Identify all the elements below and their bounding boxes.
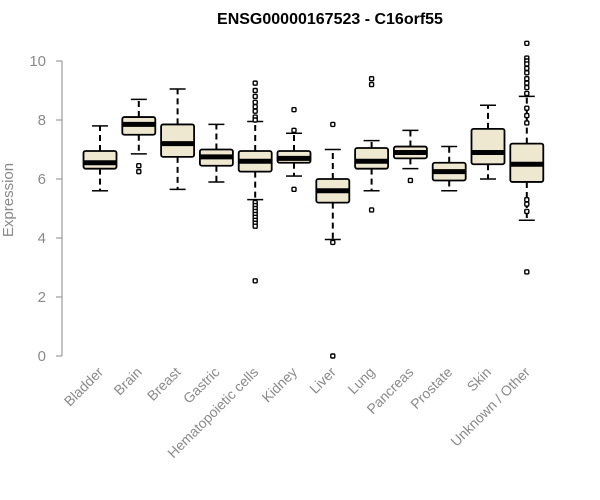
outlier-point	[330, 353, 336, 359]
outlier-point	[524, 196, 530, 203]
y-tick-label: 10	[29, 53, 46, 70]
outlier-point	[524, 112, 530, 119]
outlier-point	[291, 127, 297, 134]
outlier-point	[252, 117, 258, 123]
x-tick-label: Prostate	[407, 364, 455, 412]
outlier-point	[524, 90, 530, 97]
box-bladder	[82, 125, 118, 192]
box-iqr	[354, 147, 390, 170]
outlier-point	[136, 168, 142, 175]
y-tick-label: 6	[38, 171, 46, 188]
outlier-point	[368, 75, 375, 82]
outlier-point	[524, 201, 530, 207]
outlier-point	[252, 223, 258, 229]
outlier-point	[252, 278, 258, 284]
box-breast	[160, 88, 196, 191]
outlier-point	[524, 208, 530, 215]
outlier-point	[524, 105, 530, 111]
box-pancreas	[392, 129, 428, 184]
y-axis-label: Expression	[0, 163, 17, 237]
outlier-point	[524, 269, 530, 275]
outlier-point	[524, 75, 530, 82]
x-tick-label: Lung	[344, 364, 377, 397]
outlier-point	[524, 70, 530, 76]
outlier-point	[330, 121, 336, 128]
box-series	[82, 40, 545, 359]
outlier-point	[524, 65, 530, 72]
outlier-point	[291, 106, 297, 113]
outlier-point	[252, 93, 258, 100]
outlier-point	[252, 87, 258, 94]
outlier-point	[524, 84, 530, 91]
box-iqr	[470, 127, 506, 166]
box-liver	[315, 121, 351, 359]
x-tick-label: Brain	[110, 364, 144, 398]
outlier-point	[524, 61, 530, 67]
box-kidney	[276, 106, 312, 193]
y-tick-label: 4	[38, 230, 46, 247]
box-skin	[470, 104, 506, 180]
box-hematopoietic-cells	[237, 80, 273, 284]
outlier-point	[252, 99, 258, 106]
box-iqr	[160, 123, 196, 158]
box-prostate	[431, 145, 467, 192]
outlier-point	[252, 108, 258, 114]
x-tick-label: Liver	[306, 364, 339, 397]
x-tick-label: Skin	[464, 364, 495, 395]
outlier-point	[524, 120, 530, 126]
outlier-point	[368, 81, 375, 88]
box-gastric	[198, 123, 234, 183]
outlier-point	[407, 177, 414, 184]
x-tick-label: Breast	[144, 364, 184, 404]
x-tick-label: Kidney	[259, 364, 301, 406]
outlier-point	[330, 239, 336, 246]
box-iqr	[82, 150, 118, 170]
outlier-point	[252, 104, 258, 110]
box-brain	[121, 98, 157, 175]
box-unknown-other	[509, 40, 545, 275]
outlier-point	[524, 40, 530, 46]
outlier-point	[291, 186, 297, 193]
outlier-point	[524, 80, 530, 86]
outlier-point	[252, 80, 258, 86]
y-tick-label: 2	[38, 289, 46, 306]
box-lung	[354, 75, 390, 213]
y-tick-label: 8	[38, 112, 46, 129]
outlier-point	[368, 207, 375, 213]
y-axis: 0 2 4 6 8 10	[29, 53, 63, 365]
y-tick-label: 0	[38, 348, 46, 365]
x-tick-label: Bladder	[61, 364, 107, 410]
chart-title: ENSG00000167523 - C16orf55	[217, 11, 443, 28]
outlier-point	[136, 163, 142, 169]
